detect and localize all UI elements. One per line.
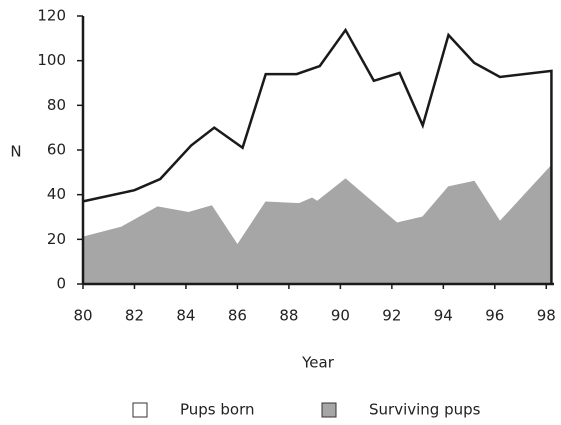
x-tick-label: 84 — [176, 307, 195, 325]
y-tick-label: 60 — [47, 141, 66, 159]
y-tick-label: 80 — [47, 96, 66, 114]
x-tick-label: 82 — [125, 307, 144, 325]
y-tick-label: 40 — [47, 185, 66, 203]
x-tick-label: 98 — [537, 307, 556, 325]
area-fill — [83, 165, 552, 284]
y-tick-label: 100 — [37, 51, 66, 69]
y-axis-label: N — [10, 143, 21, 161]
legend-label: Surviving pups — [369, 401, 481, 419]
x-axis-label: Year — [301, 354, 335, 372]
legend-swatch — [132, 402, 148, 418]
x-tick-label: 94 — [434, 307, 453, 325]
y-tick-label: 120 — [37, 7, 66, 25]
line — [82, 27, 553, 284]
x-tick-label: 80 — [73, 307, 92, 325]
x-tick-label: 88 — [279, 307, 298, 325]
y-tick-label: 0 — [56, 275, 66, 293]
x-tick-label: 90 — [331, 307, 350, 325]
x-tick-label: 92 — [382, 307, 401, 325]
area-outline — [82, 165, 552, 246]
legend-swatch — [321, 402, 337, 418]
y-tick-label: 20 — [47, 230, 66, 248]
x-tick-label: 86 — [228, 307, 247, 325]
x-tick-label: 96 — [485, 307, 504, 325]
legend-label: Pups born — [180, 401, 255, 419]
